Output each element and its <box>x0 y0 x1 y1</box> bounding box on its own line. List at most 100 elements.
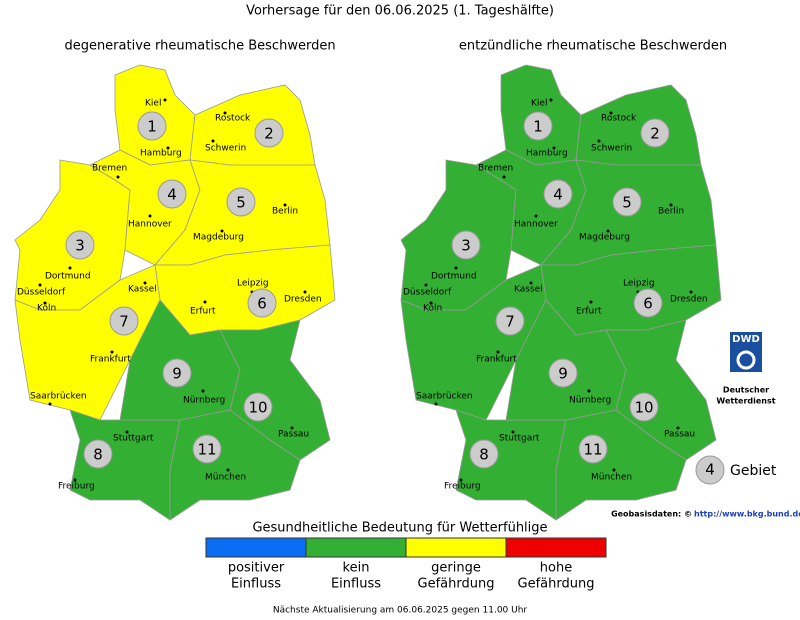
city-label: Köln <box>37 304 56 314</box>
region-marker <box>137 111 167 141</box>
city-label: Schwerin <box>591 144 632 154</box>
region-number: 5 <box>236 194 246 212</box>
city-label: Dresden <box>670 295 708 305</box>
region-marker <box>83 439 113 469</box>
map-subtitle: degenerative rheumatische Beschwerden <box>64 39 335 54</box>
city-label: Magdeburg <box>579 233 630 243</box>
city-label: Saarbrücken <box>416 392 473 402</box>
city-label: Bremen <box>478 164 513 174</box>
source-label: Geobasisdaten: © <box>611 510 692 519</box>
city-label: Hannover <box>514 220 558 230</box>
key-circle <box>695 455 725 485</box>
region-number: 3 <box>461 237 471 255</box>
city-dot <box>434 402 438 406</box>
region-marker <box>578 434 608 464</box>
region-marker <box>65 230 95 260</box>
city-dot <box>597 139 601 143</box>
legend: positiverEinflusskeinEinflussgeringeGefä… <box>205 537 607 592</box>
region-number: 11 <box>197 441 216 459</box>
city-label: Erfurt <box>576 307 602 317</box>
source-link[interactable]: http://www.bkg.bund.de <box>694 510 800 519</box>
city-dot <box>38 283 42 287</box>
city-dot <box>424 283 428 287</box>
legend-label: Gefährdung <box>418 577 495 592</box>
region-marker <box>640 118 670 148</box>
maps: Kiel Hamburg Rostock Schwerin Bremen Hannover… <box>14 64 722 521</box>
city-label: Dresden <box>284 295 322 305</box>
city-label: Dortmund <box>431 272 477 282</box>
city-dot <box>143 281 147 285</box>
region-marker <box>633 288 663 318</box>
city-label: Rostock <box>215 114 251 124</box>
city-dot <box>73 478 77 482</box>
city-dot <box>116 175 120 179</box>
logo-name: Deutscher <box>723 386 769 395</box>
legend-label: kein <box>343 561 370 576</box>
region-marker <box>254 118 284 148</box>
region-number: 9 <box>172 365 182 383</box>
city-label: Saarbrücken <box>30 392 87 402</box>
city-label: Schwerin <box>205 144 246 154</box>
city-dot <box>454 266 458 270</box>
legend-label: Einfluss <box>231 577 281 592</box>
region-number: 2 <box>650 125 660 143</box>
region-number: 5 <box>622 194 632 212</box>
city-dot <box>534 214 538 218</box>
logo-abbr: DWD <box>732 334 760 345</box>
region-marker <box>612 187 642 217</box>
city-dot <box>163 98 167 102</box>
city-dot <box>226 468 230 472</box>
region-number: 6 <box>257 295 267 313</box>
legend-swatch <box>405 537 507 558</box>
region <box>455 409 567 521</box>
city-label: Kiel <box>145 99 161 109</box>
city-label: Kassel <box>514 285 543 295</box>
legend-label: positiver <box>228 561 285 576</box>
region-number: 9 <box>558 365 568 383</box>
region <box>219 319 331 461</box>
city-dot <box>606 229 610 233</box>
city-dot <box>612 468 616 472</box>
city-dot <box>303 290 307 294</box>
region-number: 2 <box>264 125 274 143</box>
city-label: Rostock <box>601 114 637 124</box>
city-dot <box>43 301 47 305</box>
city-label: Stuttgart <box>113 434 154 444</box>
city-label: Düsseldorf <box>403 288 452 298</box>
city-label: Berlin <box>658 207 684 217</box>
logo-swirl <box>736 350 756 370</box>
region-marker <box>243 392 273 422</box>
region-marker <box>495 306 525 336</box>
region-marker <box>469 439 499 469</box>
city-label: Freiburg <box>58 482 95 492</box>
region-number: 11 <box>583 441 602 459</box>
region-marker <box>247 288 277 318</box>
city-label: Frankfurt <box>476 355 517 365</box>
germany-map: Kiel Hamburg Rostock Schwerin Bremen Hannover… <box>400 64 722 521</box>
city-label: München <box>591 473 632 483</box>
region-number: 10 <box>248 399 267 417</box>
region-marker <box>629 392 659 422</box>
region-marker <box>451 230 481 260</box>
city-label: Leipzig <box>623 279 655 289</box>
region-number: 8 <box>479 446 489 464</box>
region-marker <box>523 111 553 141</box>
region-number: 3 <box>75 237 85 255</box>
city-label: Freiburg <box>444 482 481 492</box>
city-label: Hamburg <box>526 149 568 159</box>
legend-label: Gefährdung <box>518 577 595 592</box>
germany-map: Kiel Hamburg Rostock Schwerin Bremen Hannover… <box>14 64 336 521</box>
footer: Nächste Aktualisierung am 06.06.2025 geg… <box>273 606 528 616</box>
city-label: Berlin <box>272 207 298 217</box>
city-dot <box>459 478 463 482</box>
region-number: 4 <box>553 186 563 204</box>
city-label: Passau <box>278 430 309 440</box>
region <box>575 84 702 171</box>
city-dot <box>676 426 680 430</box>
region-number: 4 <box>167 186 177 204</box>
city-dot <box>110 350 114 354</box>
legend-swatch <box>205 537 307 558</box>
region-number: 7 <box>119 313 129 331</box>
map-subtitle: entzündliche rheumatische Beschwerden <box>459 39 727 54</box>
